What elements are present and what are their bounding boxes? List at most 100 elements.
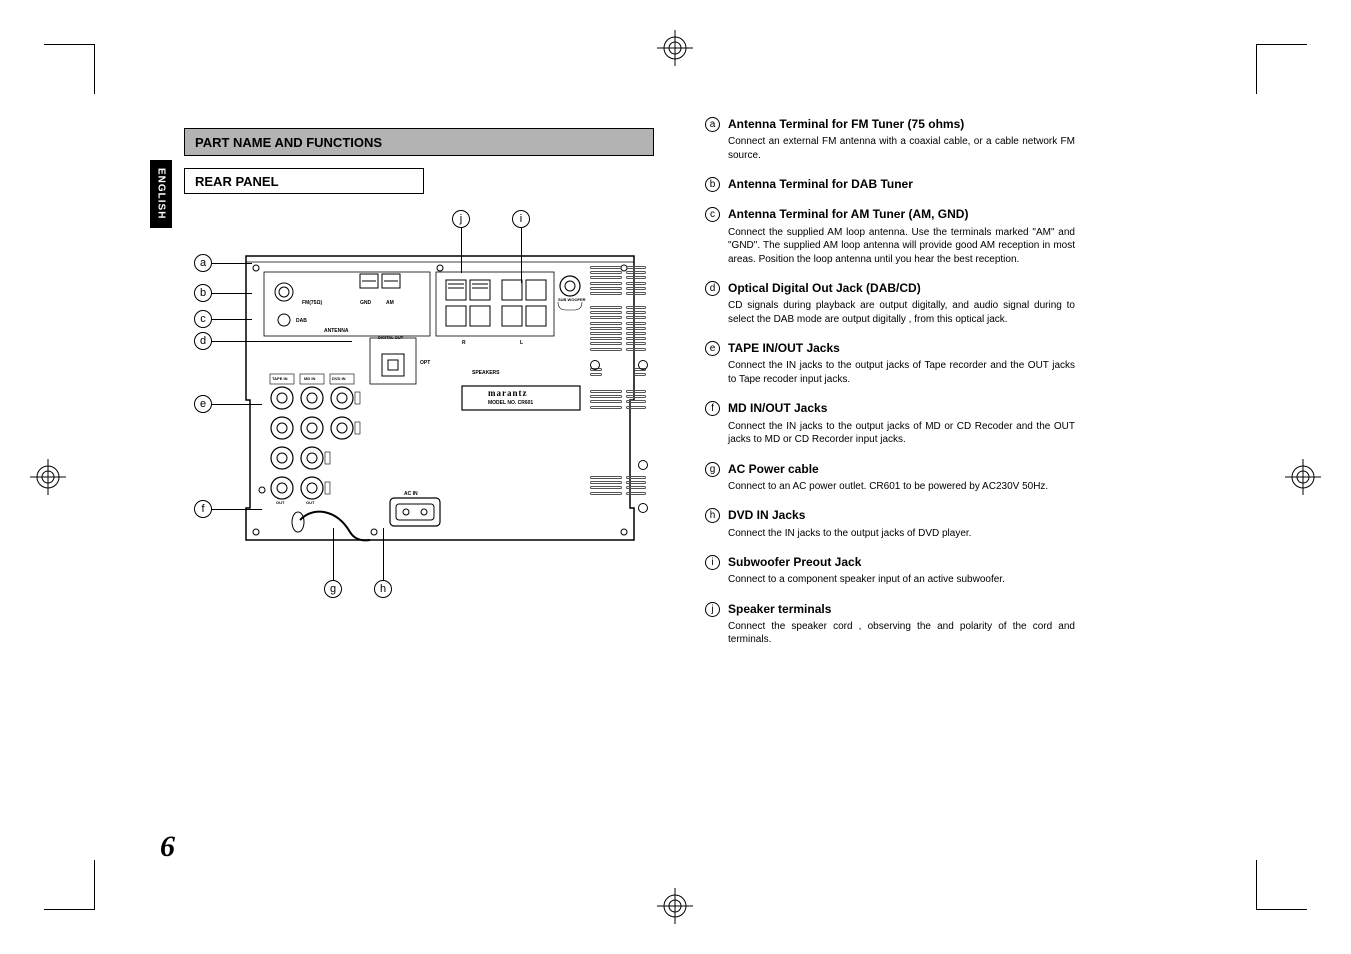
item-desc: CD signals during playback are output di… xyxy=(728,299,1075,326)
registration-mark-icon xyxy=(1285,459,1321,495)
item-marker: a xyxy=(705,117,720,132)
panel-label-speakers: SPEAKERS xyxy=(472,370,500,376)
crop-mark xyxy=(44,909,94,910)
panel-illustration: FM(75Ω) GND AM DAB ANTENNA DIGITAL OUT O… xyxy=(240,250,640,560)
callout-d: d xyxy=(194,332,212,350)
item-i: i Subwoofer Preout Jack Connect to a com… xyxy=(705,554,1075,587)
panel-label-l: L xyxy=(520,340,523,346)
panel-label-tape: TAPE IN xyxy=(272,376,287,381)
item-desc: Connect the IN jacks to the output jacks… xyxy=(728,527,1075,541)
item-marker: h xyxy=(705,508,720,523)
item-marker: i xyxy=(705,555,720,570)
panel-label-dvd: DVD IN xyxy=(332,376,346,381)
item-desc: Connect an external FM antenna with a co… xyxy=(728,135,1075,162)
panel-label-out: OUT xyxy=(306,500,314,505)
panel-label-antenna: ANTENNA xyxy=(324,328,348,334)
screw-icon xyxy=(590,360,600,370)
item-desc: Connect the speaker cord , observing the… xyxy=(728,620,1075,647)
panel-label-acin: AC IN xyxy=(404,491,418,497)
item-marker: g xyxy=(705,462,720,477)
panel-label-r: R xyxy=(462,340,466,346)
registration-mark-icon xyxy=(657,30,693,66)
item-marker: c xyxy=(705,207,720,222)
callout-f: f xyxy=(194,500,212,518)
callout-a: a xyxy=(194,254,212,272)
item-title: Antenna Terminal for AM Tuner (AM, GND) xyxy=(728,206,968,222)
item-h: h DVD IN Jacks Connect the IN jacks to t… xyxy=(705,507,1075,540)
item-marker: d xyxy=(705,281,720,296)
registration-mark-icon xyxy=(30,459,66,495)
item-title: MD IN/OUT Jacks xyxy=(728,400,827,416)
panel-label-model: MODEL NO. CR601 xyxy=(488,400,533,406)
panel-label-am: AM xyxy=(386,300,394,306)
vent-slots xyxy=(626,266,646,295)
item-marker: b xyxy=(705,177,720,192)
vent-slots xyxy=(626,390,646,409)
item-c: c Antenna Terminal for AM Tuner (AM, GND… xyxy=(705,206,1075,266)
panel-label-sub: SUB WOOFER xyxy=(558,298,588,302)
item-desc: Connect to a component speaker input of … xyxy=(728,573,1075,587)
item-desc: Connect the IN jacks to the output jacks… xyxy=(728,420,1075,447)
callout-j: j xyxy=(452,210,470,228)
subsection-title-text: REAR PANEL xyxy=(195,174,279,189)
crop-mark xyxy=(1257,44,1307,45)
language-tab: ENGLISH xyxy=(150,160,172,228)
crop-mark xyxy=(44,44,94,45)
item-desc: Connect the IN jacks to the output jacks… xyxy=(728,359,1075,386)
vent-slots xyxy=(626,476,646,495)
item-title: AC Power cable xyxy=(728,461,819,477)
crop-mark xyxy=(94,44,95,94)
item-j: j Speaker terminals Connect the speaker … xyxy=(705,601,1075,647)
callout-h: h xyxy=(374,580,392,598)
panel-label-digital: DIGITAL OUT xyxy=(378,336,403,340)
vent-slots xyxy=(626,306,646,351)
vent-slots xyxy=(590,476,622,495)
item-title: Antenna Terminal for DAB Tuner xyxy=(728,176,913,192)
item-title: TAPE IN/OUT Jacks xyxy=(728,340,840,356)
panel-label-fm: FM(75Ω) xyxy=(302,300,322,306)
descriptions-column: a Antenna Terminal for FM Tuner (75 ohms… xyxy=(705,116,1075,661)
crop-mark xyxy=(1256,860,1257,910)
callout-e: e xyxy=(194,395,212,413)
item-a: a Antenna Terminal for FM Tuner (75 ohms… xyxy=(705,116,1075,162)
screw-icon xyxy=(638,503,648,513)
item-b: b Antenna Terminal for DAB Tuner xyxy=(705,176,1075,192)
item-desc: Connect to an AC power outlet. CR601 to … xyxy=(728,480,1075,494)
callout-i: i xyxy=(512,210,530,228)
section-title-text: PART NAME AND FUNCTIONS xyxy=(195,135,382,150)
panel-label-md: MD IN xyxy=(304,376,315,381)
vent-slots xyxy=(590,306,622,351)
item-title: Subwoofer Preout Jack xyxy=(728,554,861,570)
vent-slots xyxy=(590,390,622,409)
item-f: f MD IN/OUT Jacks Connect the IN jacks t… xyxy=(705,400,1075,446)
panel-label-gnd: GND xyxy=(360,300,371,306)
crop-mark xyxy=(1257,909,1307,910)
page-number: 6 xyxy=(160,830,175,864)
panel-label-out: OUT xyxy=(276,500,284,505)
vent-slots xyxy=(590,266,622,295)
crop-mark xyxy=(94,860,95,910)
item-marker: j xyxy=(705,602,720,617)
item-marker: f xyxy=(705,401,720,416)
subsection-title-box: REAR PANEL xyxy=(184,168,424,194)
item-title: Antenna Terminal for FM Tuner (75 ohms) xyxy=(728,116,964,132)
item-title: DVD IN Jacks xyxy=(728,507,805,523)
callout-c: c xyxy=(194,310,212,328)
item-title: Optical Digital Out Jack (DAB/CD) xyxy=(728,280,921,296)
panel-label-brand: marantz xyxy=(488,388,528,398)
rear-panel-diagram: a b c d e f j i g h xyxy=(194,210,664,630)
crop-mark xyxy=(1256,44,1257,94)
callout-g: g xyxy=(324,580,342,598)
page-content: ENGLISH PART NAME AND FUNCTIONS REAR PAN… xyxy=(150,110,1201,854)
screw-icon xyxy=(638,460,648,470)
item-desc: Connect the supplied AM loop antenna. Us… xyxy=(728,226,1075,267)
item-e: e TAPE IN/OUT Jacks Connect the IN jacks… xyxy=(705,340,1075,386)
item-g: g AC Power cable Connect to an AC power … xyxy=(705,461,1075,494)
callout-b: b xyxy=(194,284,212,302)
section-title-bar: PART NAME AND FUNCTIONS xyxy=(184,128,654,156)
item-title: Speaker terminals xyxy=(728,601,831,617)
panel-label-dab: DAB xyxy=(296,318,307,324)
panel-label-opt: OPT xyxy=(420,360,430,366)
item-d: d Optical Digital Out Jack (DAB/CD) CD s… xyxy=(705,280,1075,326)
registration-mark-icon xyxy=(657,888,693,924)
